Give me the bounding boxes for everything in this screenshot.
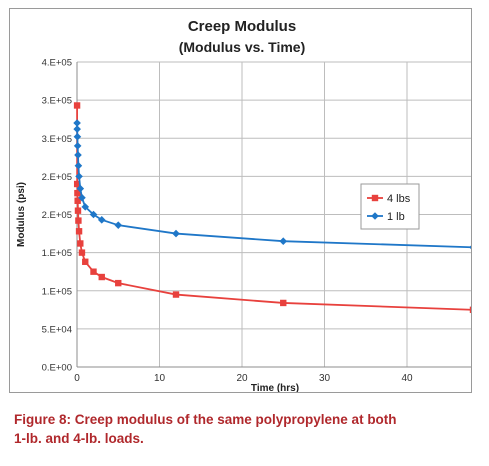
x-tick-label: 20: [236, 373, 248, 384]
data-point-diamond: [78, 193, 86, 202]
data-point-square: [75, 217, 82, 224]
figure-caption: Figure 8: Creep modulus of the same poly…: [14, 410, 474, 448]
data-point-diamond: [81, 203, 90, 211]
y-axis-label: Modulus (psi): [16, 182, 27, 247]
series-line-4lbs: [76, 105, 471, 311]
y-tick-label: 4.E+05: [42, 58, 72, 69]
data-point-diamond: [279, 237, 288, 245]
y-tick-label: 1.E+05: [42, 248, 72, 259]
data-point-square: [73, 102, 81, 109]
legend-swatch-marker: [371, 194, 379, 202]
x-tick-label: 30: [319, 373, 331, 384]
legend-swatch-marker: [371, 212, 379, 220]
caption-line-2: 1-lb. and 4-lb. loads.: [14, 431, 144, 446]
x-tick-label: 0: [74, 373, 80, 384]
data-point-diamond: [97, 216, 106, 224]
data-point-diamond: [74, 151, 82, 159]
series-line-1lb: [76, 122, 471, 249]
chart-title: Creep Modulus: [188, 18, 296, 35]
data-point-diamond: [74, 161, 83, 170]
data-point-square: [90, 268, 97, 275]
y-tick-label: 1.E+05: [42, 286, 72, 297]
data-point-square: [74, 207, 82, 214]
data-point-square: [469, 306, 471, 314]
chart-frame: 0.E+00 5.E+04 1.E+05 1.E+05 2.E+05 2.E+05 3.E+…: [9, 8, 472, 393]
data-point-square: [74, 189, 81, 197]
data-point-diamond: [469, 245, 471, 250]
data-point-diamond: [172, 229, 180, 238]
data-point-square: [82, 258, 89, 265]
x-axis-label: Time (hrs): [251, 383, 299, 392]
y-tick-label: 2.E+05: [42, 210, 72, 221]
data-point-diamond: [73, 119, 81, 127]
data-point-diamond: [73, 125, 81, 133]
data-point-diamond: [75, 172, 83, 181]
data-point-square: [115, 279, 122, 287]
y-tick-label: 3.E+05: [42, 96, 72, 107]
data-point-square: [78, 249, 86, 256]
data-point-square: [98, 273, 105, 281]
data-point-diamond: [114, 221, 123, 229]
legend: [360, 183, 420, 230]
data-point-diamond: [89, 210, 98, 219]
data-point-square: [75, 228, 83, 235]
data-point-square: [77, 240, 84, 247]
legend-label: 1 lb: [387, 211, 405, 223]
caption-line-1: Figure 8: Creep modulus of the same poly…: [14, 412, 397, 427]
data-point-square: [73, 180, 81, 188]
data-point-diamond: [76, 184, 85, 193]
y-tick-label: 2.E+05: [42, 172, 72, 183]
x-tick-label: 40: [401, 373, 413, 384]
data-point-diamond: [73, 132, 82, 141]
data-point-square: [74, 197, 81, 204]
y-tick-label: 0.E+00: [42, 363, 72, 374]
data-point-square: [280, 299, 287, 307]
data-point-diamond: [73, 142, 82, 150]
x-tick-label: 10: [154, 373, 166, 384]
creep-modulus-chart: 0.E+00 5.E+04 1.E+05 1.E+05 2.E+05 2.E+05 3.E+…: [16, 18, 471, 392]
chart-subtitle: (Modulus vs. Time): [179, 39, 306, 55]
legend-label: 4 lbs: [387, 193, 411, 205]
data-point-square: [172, 291, 180, 298]
y-tick-label: 3.E+05: [42, 134, 72, 145]
y-tick-label: 5.E+04: [42, 324, 72, 335]
